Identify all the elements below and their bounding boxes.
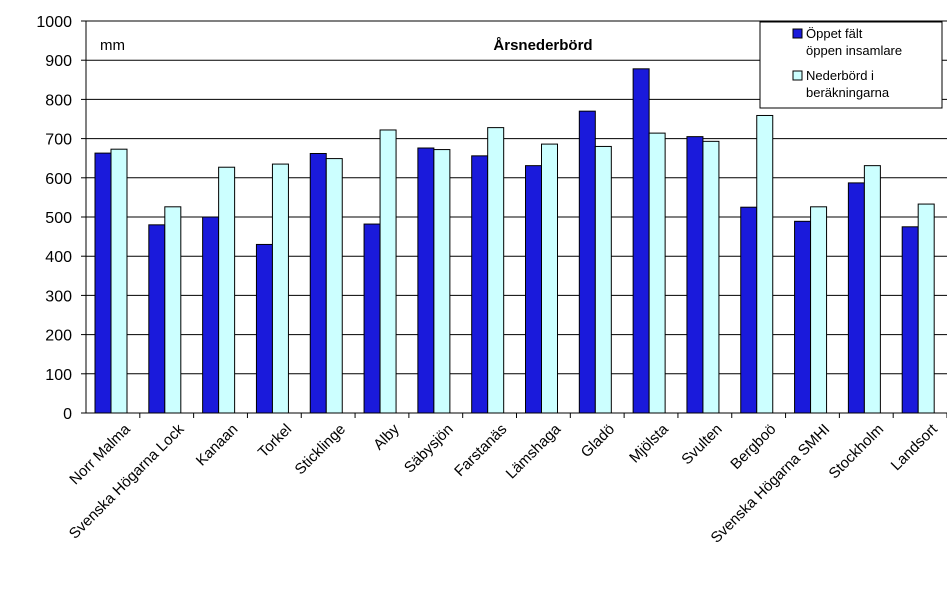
bar-series-2-12 [756,114,774,414]
y-tick-label: 300 [45,288,72,305]
bar-series-1-4 [309,152,327,414]
bar-series-1-13 [794,220,812,414]
x-category-label: Sticklinge [292,421,349,478]
bar-series-2-4 [325,158,343,414]
legend-label-series-2-line-2: beräkningarna [806,85,890,100]
bar-series-2-8 [541,143,558,414]
bar-series-1-8 [525,165,542,414]
bar-series-2-1 [164,206,182,414]
y-axis-ticks: 0 100 200 300 400 500 600 700 800 900 1000 [36,14,86,423]
legend-label-series-2-line-1: Nederbörd i [806,68,874,83]
x-category-label: Mjölsta [626,420,672,466]
bar-series-1-5 [363,223,381,414]
bar-series-2-10 [648,132,666,414]
y-unit-label: mm [100,37,125,54]
y-tick-label: 900 [45,53,72,70]
y-tick-label: 100 [45,367,72,384]
bar-series-2-14 [863,165,881,414]
x-category-label: Stockholm [826,421,888,483]
x-category-label: Farstanäs [451,421,510,480]
y-tick-label: 500 [45,210,72,227]
x-category-label: Lämshaga [503,420,565,482]
bar-series-1-7 [471,155,489,414]
bar-series-1-2 [202,216,220,414]
legend-swatch-series-1 [792,28,803,39]
bar-series-2-9 [594,145,612,414]
y-tick-label: 700 [45,132,72,149]
x-category-label: Svulten [678,421,725,468]
bar-series-2-2 [218,166,236,414]
legend: Öppet fält öppen insamlare Nederbörd i b… [759,21,943,109]
y-tick-label: 0 [63,406,72,423]
bar-series-1-1 [148,224,166,414]
bar-series-2-6 [433,149,451,414]
bar-series-2-13 [810,206,828,414]
y-tick-label: 800 [45,92,72,109]
axes [85,21,947,418]
bar-series-1-12 [740,206,758,414]
bar-series-1-0 [94,152,112,414]
x-category-label: Säbysjön [401,421,457,477]
chart-title: Årsnederbörd [493,37,592,54]
bar-series-2-7 [487,127,505,414]
bar-series-1-15 [901,226,919,414]
x-category-label: Kanaan [193,421,242,470]
bar-series-2-15 [917,203,935,414]
bar-series-1-3 [255,243,273,414]
y-tick-label: 1000 [36,14,72,31]
bar-series-1-9 [578,110,596,414]
y-tick-label: 200 [45,328,72,345]
y-tick-label: 600 [45,171,72,188]
bar-series-1-14 [847,182,865,414]
legend-label-series-1-line-1: Öppet fält [806,26,863,41]
bars [94,68,935,414]
x-category-label: Gladö [578,421,618,461]
x-category-label: Landsort [888,420,942,474]
bar-series-2-0 [110,148,128,414]
bar-series-1-11 [686,136,704,414]
bar-series-2-5 [379,129,397,414]
bar-series-1-10 [632,68,650,414]
bar-series-2-11 [702,140,720,414]
y-tick-label: 400 [45,249,72,266]
x-category-label: Torkel [255,421,295,461]
legend-swatch-series-2 [792,70,803,81]
legend-box [759,21,943,109]
x-category-label: Bergboö [727,421,779,473]
x-category-label: Alby [370,420,403,453]
legend-label-series-1-line-2: öppen insamlare [806,43,902,58]
bar-series-1-6 [417,147,435,414]
bar-series-2-3 [271,163,289,414]
